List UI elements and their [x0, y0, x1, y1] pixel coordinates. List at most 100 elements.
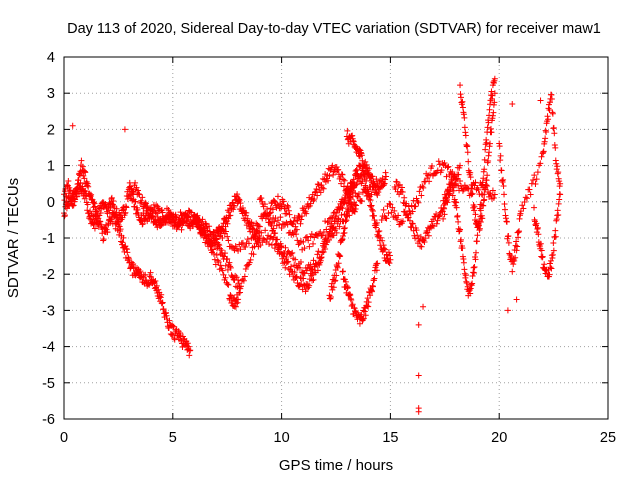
data-point: [399, 184, 406, 191]
data-point: [378, 216, 385, 223]
data-point: [104, 229, 111, 236]
data-point: [483, 139, 490, 146]
data-point: [519, 202, 526, 209]
data-point: [420, 184, 427, 191]
data-point: [120, 234, 127, 241]
data-point: [208, 238, 215, 245]
x-tick-labels: 0 5 10 15 20 25: [60, 430, 616, 446]
y-tick-label: -4: [42, 340, 55, 356]
data-point: [252, 232, 259, 239]
data-point: [557, 180, 564, 187]
data-point: [284, 221, 291, 228]
data-point: [303, 285, 310, 292]
data-point: [480, 202, 487, 209]
data-point: [482, 182, 489, 189]
data-point: [249, 225, 256, 232]
data-point: [334, 264, 341, 271]
data-point: [165, 207, 172, 214]
data-point: [234, 191, 241, 198]
data-point: [310, 276, 317, 283]
data-point: [195, 223, 202, 230]
data-point: [250, 251, 257, 258]
data-point: [512, 254, 519, 261]
outlier-point: [415, 321, 422, 328]
data-point: [301, 245, 308, 252]
data-point: [75, 190, 82, 197]
data-point: [369, 173, 376, 180]
data-point: [202, 228, 209, 235]
data-point: [476, 225, 483, 232]
data-point: [330, 171, 337, 178]
data-point: [134, 187, 141, 194]
data-point: [237, 200, 244, 207]
data-point: [123, 204, 130, 211]
data-point: [152, 278, 159, 285]
data-point: [537, 240, 544, 247]
data-point: [484, 172, 491, 179]
data-point: [284, 202, 291, 209]
data-point: [524, 195, 531, 202]
data-point: [119, 207, 126, 214]
data-point: [126, 192, 133, 199]
data-point: [320, 185, 327, 192]
data-point: [335, 260, 342, 267]
data-point: [325, 232, 332, 239]
data-point: [380, 206, 387, 213]
data-point: [312, 188, 319, 195]
data-point: [457, 178, 464, 185]
data-point: [453, 175, 460, 182]
data-point: [81, 195, 88, 202]
data-point: [440, 215, 447, 222]
data-point: [213, 226, 220, 233]
data-point: [258, 229, 265, 236]
data-point: [227, 263, 234, 270]
data-point: [349, 187, 356, 194]
data-point: [159, 299, 166, 306]
data-point: [487, 97, 494, 104]
y-tick-label: -5: [42, 376, 55, 392]
outlier-point: [537, 97, 544, 104]
data-point: [214, 227, 221, 234]
data-point: [557, 191, 564, 198]
data-point: [428, 163, 435, 170]
data-point: [444, 164, 451, 171]
data-point: [399, 218, 406, 225]
data-point: [295, 241, 302, 248]
data-point: [293, 231, 300, 238]
data-point: [326, 229, 333, 236]
data-point: [302, 288, 309, 295]
data-point: [373, 219, 380, 226]
data-point: [83, 192, 90, 199]
data-point: [352, 190, 359, 197]
data-point: [292, 256, 299, 263]
data-point: [441, 160, 448, 167]
y-axis-label: SDTVAR / TECUs: [5, 178, 22, 298]
data-point: [491, 75, 498, 82]
data-point: [462, 132, 469, 139]
data-point: [472, 179, 479, 186]
data-point: [535, 231, 542, 238]
data-point: [349, 301, 356, 308]
data-point: [113, 205, 120, 212]
data-point: [374, 260, 381, 267]
x-axis-label: GPS time / hours: [279, 457, 393, 474]
data-point: [497, 152, 504, 159]
data-point: [211, 256, 218, 263]
data-point: [369, 283, 376, 290]
data-point: [469, 190, 476, 197]
data-point: [386, 200, 393, 207]
data-point: [552, 144, 559, 151]
data-point: [274, 236, 281, 243]
data-point: [416, 188, 423, 195]
data-point: [87, 208, 94, 215]
data-point: [455, 171, 462, 178]
data-point: [270, 225, 277, 232]
data-point: [338, 171, 345, 178]
data-point: [459, 245, 466, 252]
data-point: [347, 196, 354, 203]
data-point: [187, 221, 194, 228]
data-point: [127, 195, 134, 202]
data-point: [153, 282, 160, 289]
data-point: [549, 251, 556, 258]
data-point: [215, 259, 222, 266]
